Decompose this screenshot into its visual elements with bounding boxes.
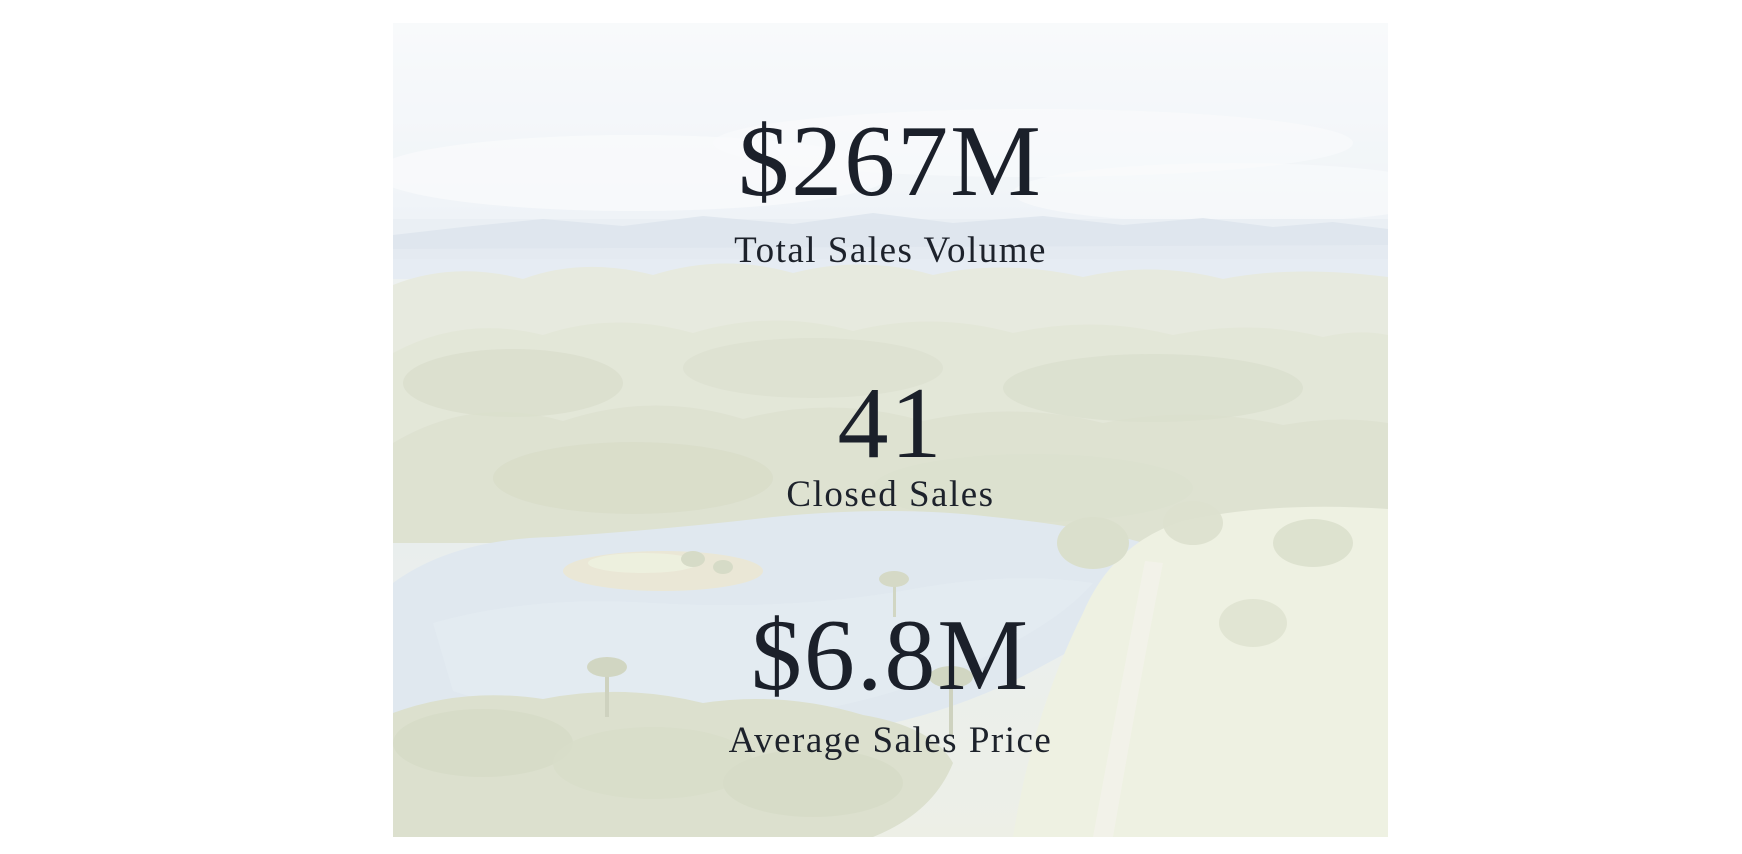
- total-sales-volume-value: $267M: [738, 105, 1043, 218]
- average-sales-price-value: $6.8M: [750, 599, 1031, 712]
- average-sales-price-label: Average Sales Price: [728, 719, 1053, 761]
- stats-panel: $267M Total Sales Volume 41 Closed Sales…: [393, 23, 1388, 837]
- closed-sales-value: 41: [837, 367, 944, 480]
- landscape-photo-background: [393, 23, 1388, 837]
- closed-sales-label: Closed Sales: [786, 473, 995, 515]
- total-sales-volume-label: Total Sales Volume: [734, 229, 1047, 271]
